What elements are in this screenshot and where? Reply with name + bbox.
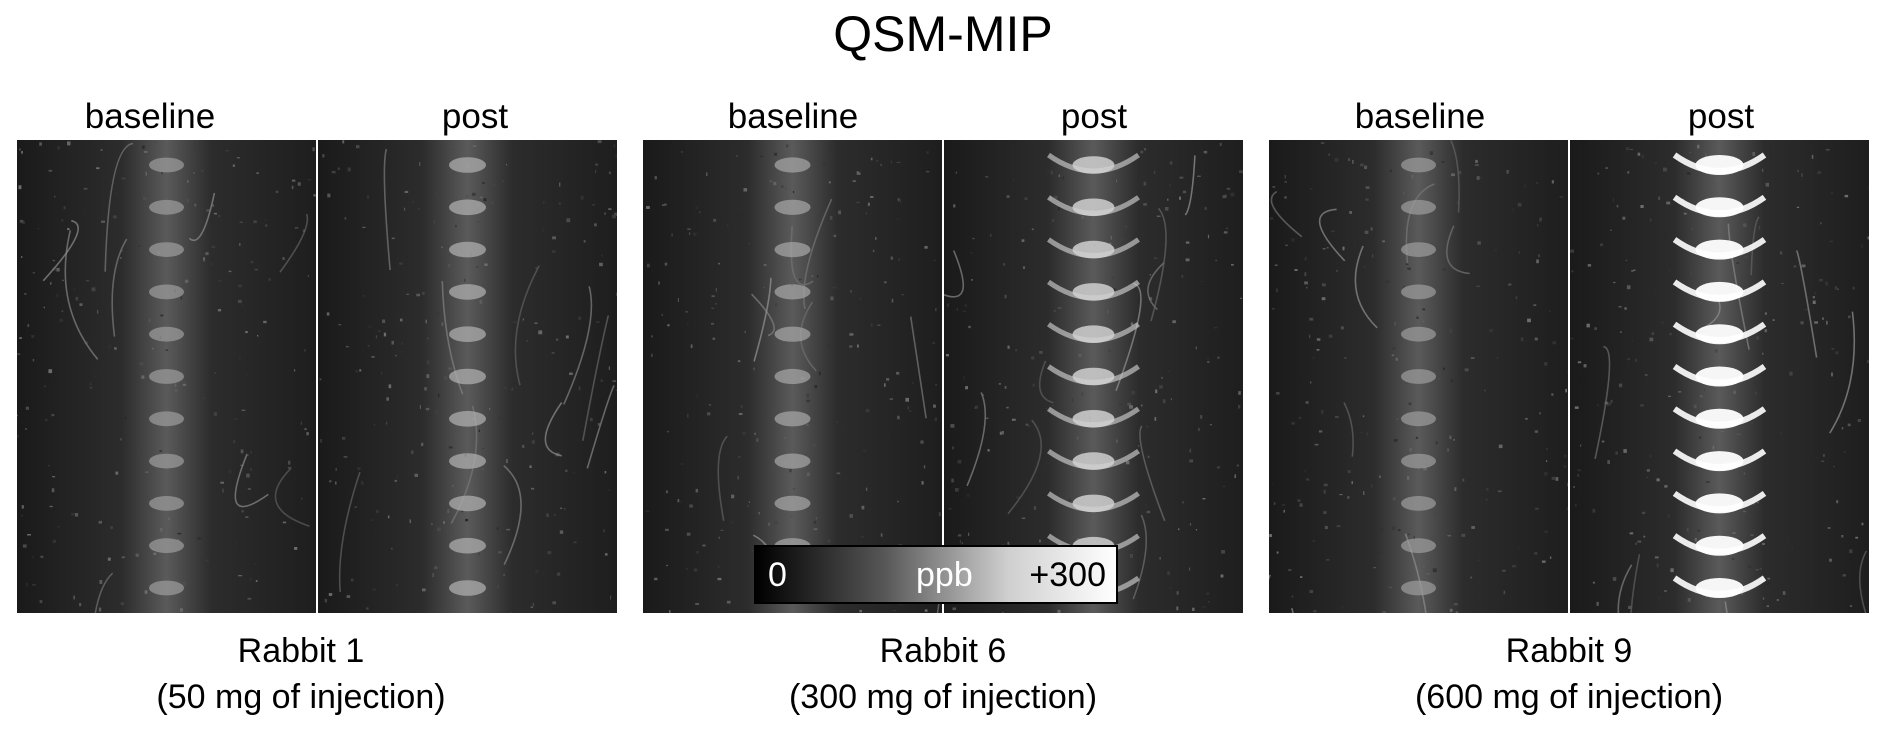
scan-rabbit6-post (944, 140, 1243, 613)
scan-rabbit1-baseline (17, 140, 316, 613)
colorbar-min-label: 0 (768, 556, 787, 594)
colorbar: 0 ppb +300 (754, 545, 1118, 604)
panel-label-rabbit1-baseline: baseline (84, 97, 216, 136)
figure-title: QSM-MIP (833, 6, 1053, 62)
caption-rabbit6: Rabbit 6 (300 mg of injection) (642, 628, 1244, 720)
scan-image (17, 140, 316, 613)
scan-rabbit1-post (318, 140, 617, 613)
scan-rabbit9-baseline (1269, 140, 1568, 613)
scan-image (1269, 140, 1568, 613)
caption-rabbit1-dose: (50 mg of injection) (156, 678, 446, 716)
caption-rabbit1: Rabbit 1 (50 mg of injection) (0, 628, 602, 720)
scan-image (643, 140, 942, 613)
panel-label-rabbit1-post: post (441, 97, 509, 136)
colorbar-unit-label: ppb (916, 556, 973, 594)
caption-rabbit1-name: Rabbit 1 (237, 632, 365, 670)
panel-label-rabbit9-baseline: baseline (1354, 97, 1486, 136)
colorbar-max-label: +300 (1029, 556, 1106, 594)
panel-label-rabbit9-post: post (1687, 97, 1755, 136)
scan-rabbit9-post (1570, 140, 1869, 613)
scan-image (944, 140, 1243, 613)
caption-rabbit9: Rabbit 9 (600 mg of injection) (1268, 628, 1870, 720)
caption-rabbit6-dose: (300 mg of injection) (788, 678, 1098, 716)
caption-rabbit9-dose: (600 mg of injection) (1414, 678, 1724, 716)
scan-image (1570, 140, 1869, 613)
caption-rabbit6-name: Rabbit 6 (879, 632, 1007, 670)
scan-rabbit6-baseline (643, 140, 942, 613)
panel-label-rabbit6-baseline: baseline (727, 97, 859, 136)
caption-rabbit9-name: Rabbit 9 (1505, 632, 1633, 670)
scan-image (318, 140, 617, 613)
panel-label-rabbit6-post: post (1060, 97, 1128, 136)
